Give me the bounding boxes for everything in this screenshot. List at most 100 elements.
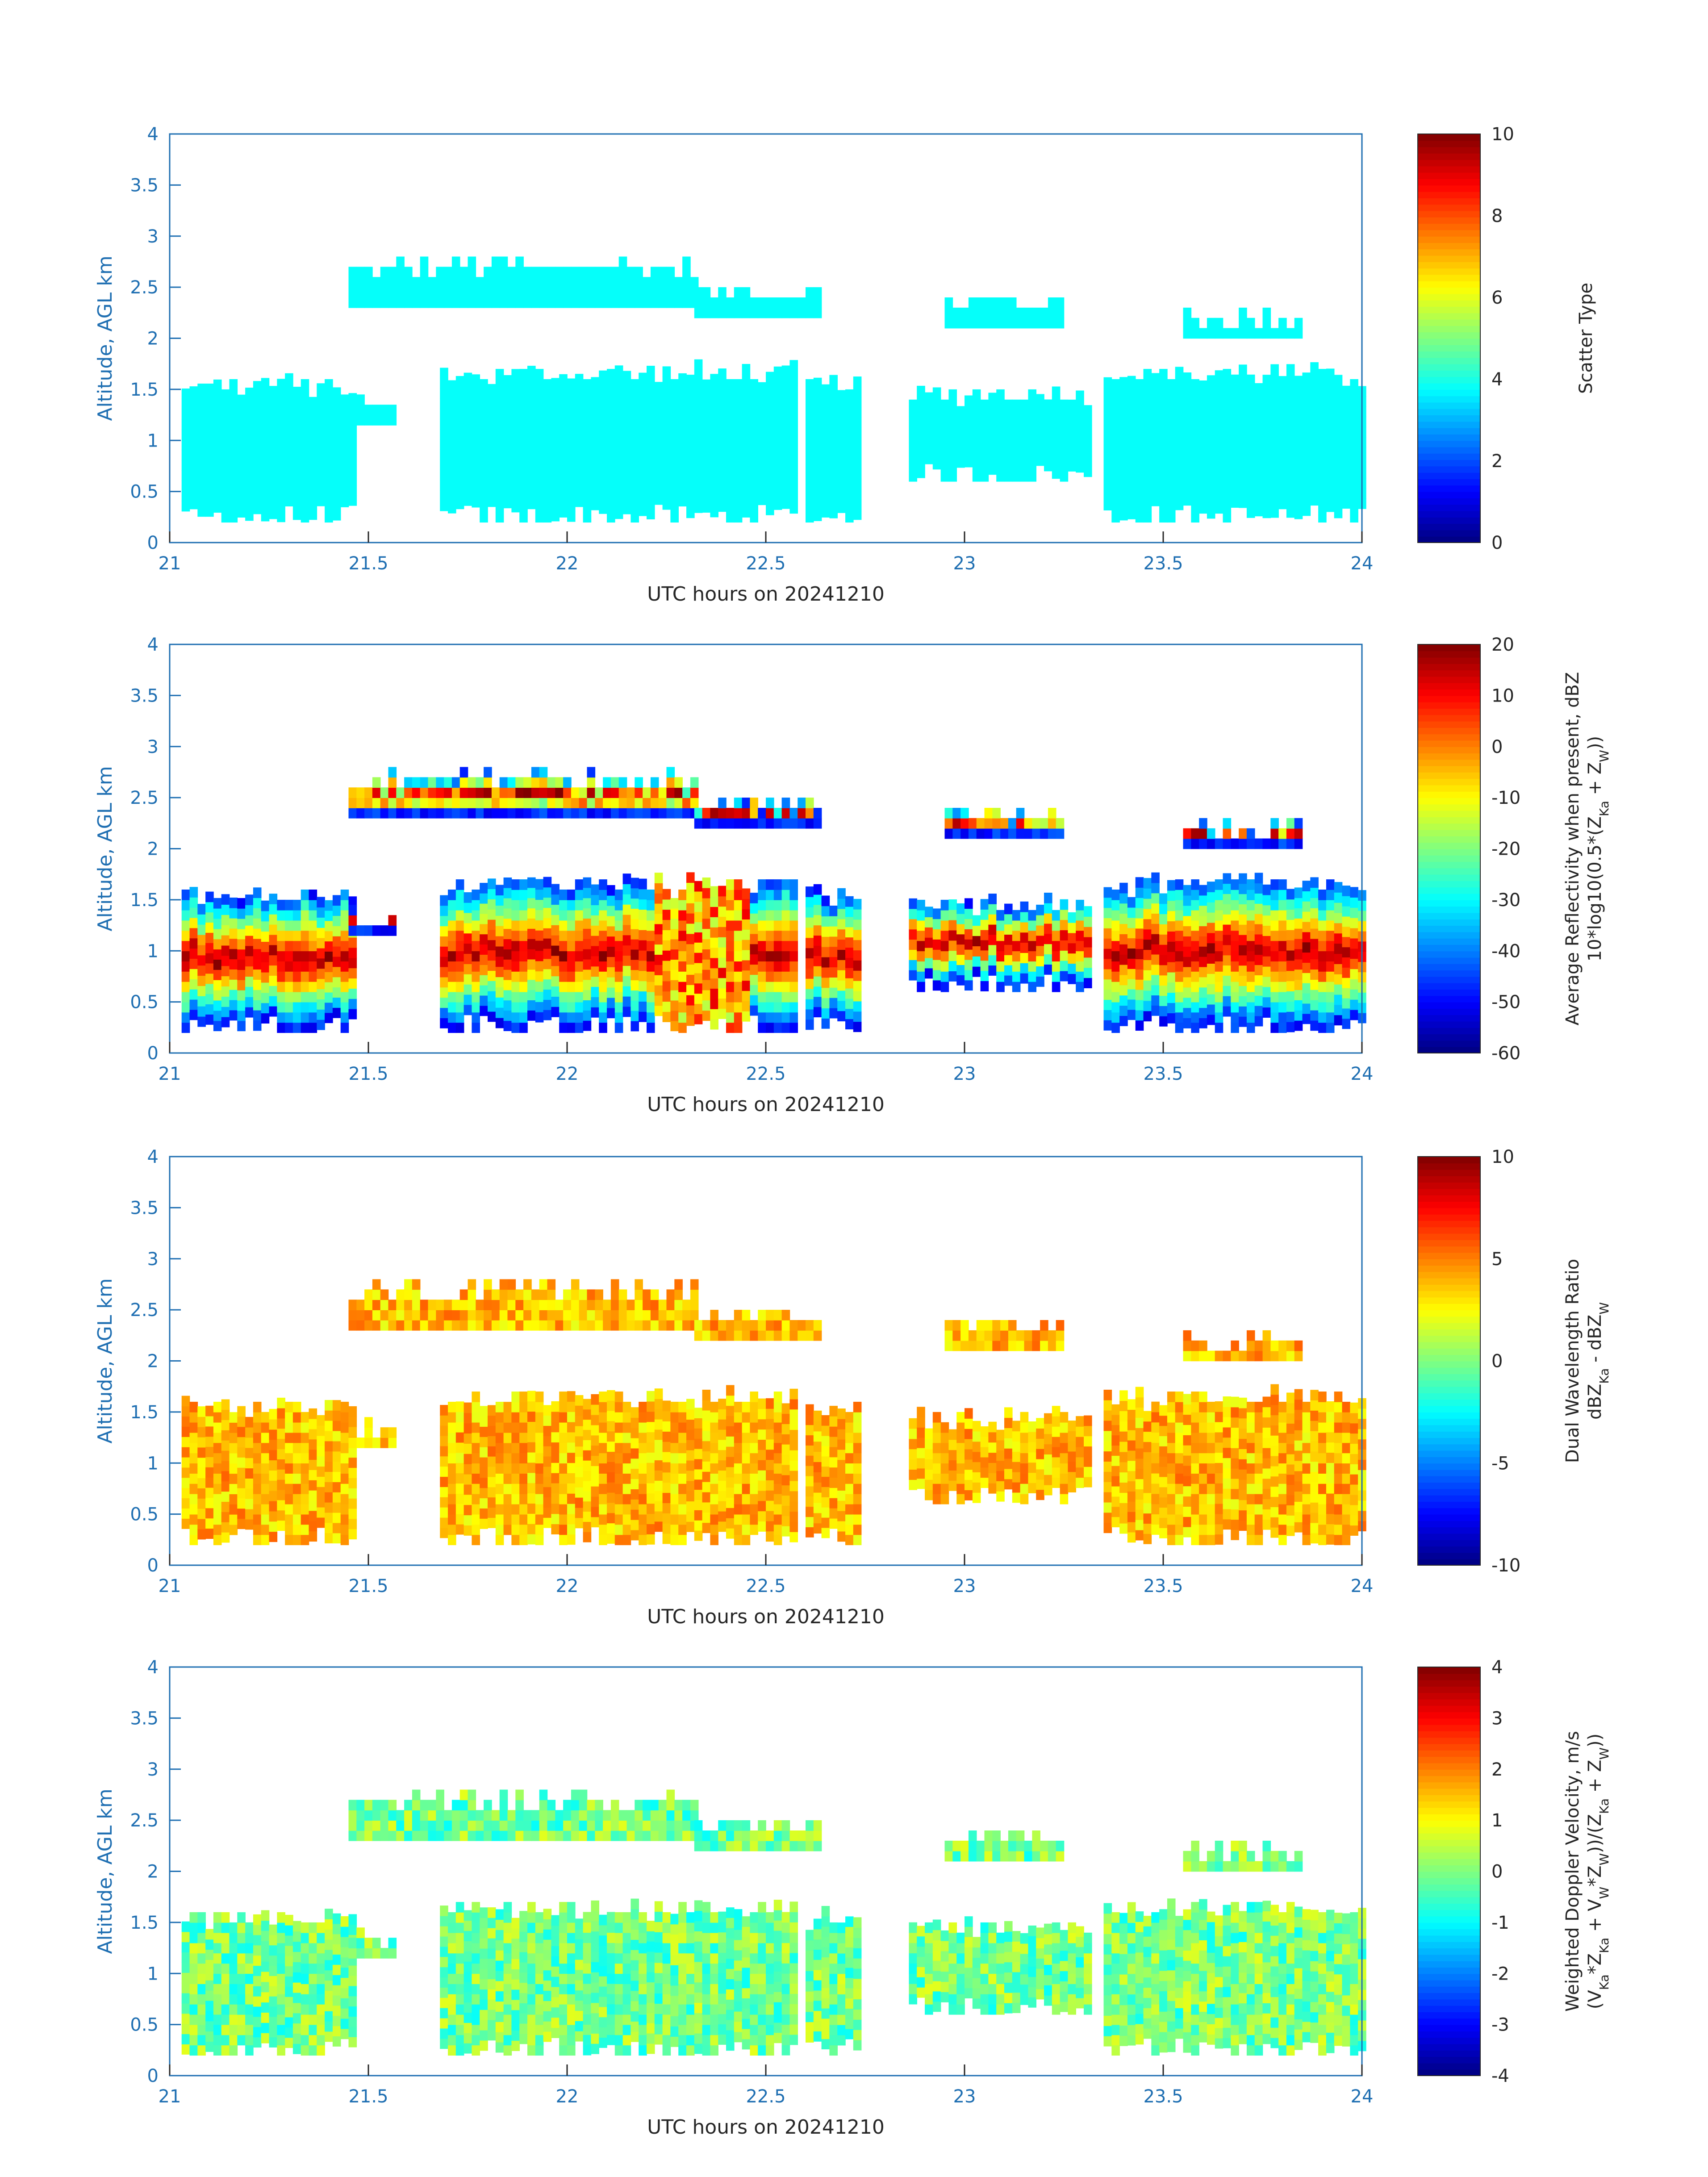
heatmap-cell: [626, 287, 635, 298]
heatmap-cell: [750, 913, 758, 924]
heatmap-cell: [1084, 967, 1092, 978]
heatmap-cell: [1278, 981, 1287, 992]
heatmap-cell: [380, 1289, 389, 1300]
heatmap-cell: [503, 918, 512, 929]
heatmap-cell: [1044, 954, 1052, 965]
heatmap-cell: [758, 981, 766, 992]
heatmap-cell: [750, 512, 758, 523]
heatmap-cell: [551, 1462, 560, 1473]
colorbar-step: [1418, 434, 1480, 441]
heatmap-cell: [1278, 386, 1287, 397]
heatmap-cell: [980, 430, 989, 441]
heatmap-cell: [666, 297, 675, 308]
heatmap-cell: [766, 1330, 774, 1341]
heatmap-cell: [253, 1453, 262, 1464]
heatmap-cell: [292, 468, 301, 479]
heatmap-cell: [527, 928, 536, 939]
heatmap-cell: [571, 267, 580, 278]
heatmap-cell: [1191, 451, 1199, 461]
heatmap-cell: [944, 1330, 953, 1341]
heatmap-cell: [965, 980, 973, 991]
heatmap-cell: [678, 393, 687, 405]
heatmap-cell: [599, 1534, 607, 1546]
colorbar-step: [1418, 421, 1480, 428]
heatmap-cell: [269, 894, 278, 904]
heatmap-cell: [340, 910, 349, 921]
heatmap-cell: [734, 512, 743, 523]
heatmap-cell: [591, 397, 599, 408]
heatmap-cell: [618, 1320, 627, 1331]
heatmap-cell: [388, 767, 397, 778]
heatmap-cell: [1199, 885, 1207, 896]
heatmap-cell: [635, 287, 643, 298]
heatmap-cell: [277, 1397, 285, 1408]
heatmap-cell: [718, 978, 727, 989]
heatmap-cell: [789, 890, 798, 900]
heatmap-cell: [1175, 1012, 1184, 1023]
heatmap-cell: [789, 462, 798, 473]
heatmap-cell: [332, 479, 341, 490]
heatmap-cell: [575, 1002, 584, 1013]
heatmap-cell: [448, 1002, 456, 1013]
heatmap-cells: [181, 1279, 1366, 1546]
heatmap-cell: [1342, 896, 1351, 907]
heatmap-cell: [1151, 913, 1160, 924]
heatmap-cell: [309, 468, 317, 479]
heatmap-cell: [1048, 1330, 1057, 1341]
heatmap-cell: [766, 453, 774, 464]
heatmap-cell: [488, 1446, 496, 1457]
heatmap-cell: [261, 941, 270, 952]
heatmap-cell: [325, 951, 333, 962]
heatmap-cell: [261, 992, 270, 1003]
heatmap-cell: [495, 987, 504, 998]
heatmap-cell: [472, 1534, 480, 1546]
heatmap-cell: [205, 1518, 214, 1529]
heatmap-cell: [519, 1534, 528, 1546]
heatmap-cell: [622, 503, 631, 514]
heatmap-cell: [734, 451, 743, 461]
colorbar-step: [1418, 357, 1480, 364]
heatmap-cell: [1270, 415, 1279, 426]
heatmap-cell: [325, 931, 333, 942]
heatmap-cell: [1223, 924, 1232, 935]
heatmap-cell: [269, 1460, 278, 1471]
heatmap-cell: [277, 419, 285, 430]
heatmap-cell: [575, 930, 584, 941]
heatmap-cell: [702, 1330, 711, 1341]
heatmap-cell: [507, 1310, 516, 1320]
heatmap-cell: [543, 1446, 552, 1457]
heatmap-cell: [1294, 457, 1303, 468]
heatmap-cell: [380, 415, 389, 426]
heatmap-cell: [440, 1446, 448, 1457]
colorbar-step: [1418, 504, 1480, 511]
heatmap-cell: [277, 1500, 285, 1511]
heatmap-cell: [547, 267, 556, 278]
heatmap-cell: [1143, 481, 1152, 492]
heatmap-cell: [197, 965, 206, 976]
heatmap-cell: [1103, 1010, 1112, 1020]
heatmap-cell: [798, 1320, 806, 1331]
heatmap-cell: [1151, 444, 1160, 455]
heatmap-cell: [221, 1460, 230, 1471]
heatmap-cell: [547, 1279, 556, 1290]
heatmap-cell: [229, 501, 238, 513]
heatmap-cell: [773, 438, 782, 449]
heatmap-cell: [468, 798, 476, 808]
heatmap-cell: [750, 808, 758, 819]
heatmap-cell: [1294, 828, 1303, 839]
heatmap-cell: [245, 428, 254, 439]
heatmap-cell: [631, 959, 639, 970]
heatmap-cell: [806, 1019, 814, 1030]
heatmap-cell: [1207, 328, 1215, 339]
heatmap-cell: [758, 1310, 766, 1320]
heatmap-cell: [1119, 995, 1128, 1006]
heatmap-cell: [631, 929, 639, 940]
heatmap-cell: [948, 930, 957, 941]
heatmap-cell: [237, 1416, 246, 1427]
heatmap-cell: [551, 1007, 560, 1017]
heatmap-cell: [614, 940, 623, 952]
heatmap-cell: [718, 906, 727, 917]
heatmap-cell: [404, 267, 413, 278]
heatmap-cell: [1004, 934, 1013, 945]
